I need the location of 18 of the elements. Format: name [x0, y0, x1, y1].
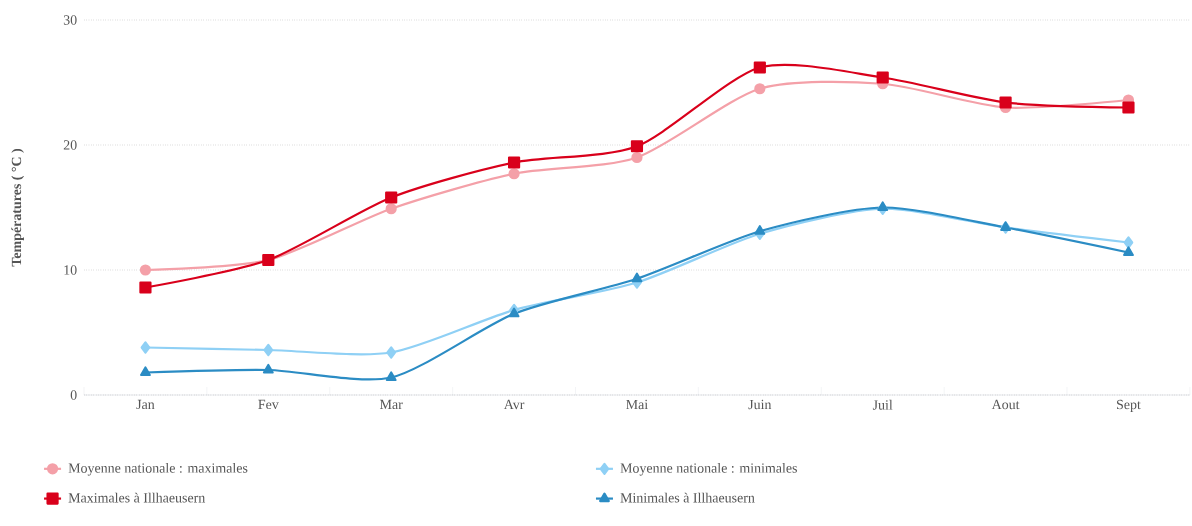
x-tick-label: Juil: [872, 399, 893, 410]
x-tick-label: Fev: [258, 399, 279, 410]
legend-label: Moyenne nationale : minimales: [620, 462, 797, 476]
x-tick-label: Sept: [1117, 399, 1141, 413]
legend-label: Moyenne nationale : maximales: [68, 462, 248, 476]
legend-label: Maximales à Illhaeusern: [68, 492, 206, 503]
legend-label: Minimales à Illhaeusern: [620, 492, 755, 503]
x-tick-label: Aout: [991, 399, 1020, 410]
y-tick-label: 0: [70, 390, 77, 400]
y-tick-label: 10: [64, 265, 77, 275]
y-axis-title: Températures ( °C ): [11, 148, 24, 267]
x-tick-label: Mar: [379, 399, 403, 410]
x-tick-label: Avr: [503, 399, 525, 410]
x-tick-label: Jan: [136, 399, 155, 410]
x-tick-label: Mai: [626, 399, 648, 410]
y-tick-label: 20: [63, 140, 77, 150]
y-tick-label: 30: [63, 15, 77, 25]
x-tick-label: Juin: [748, 399, 772, 410]
